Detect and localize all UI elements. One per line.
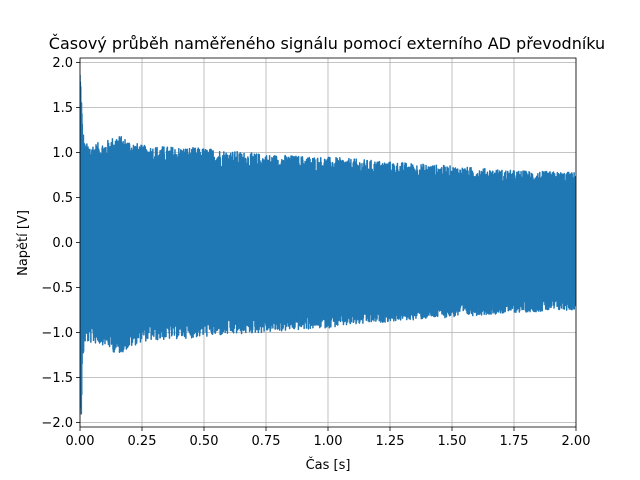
y-axis-label: Napětí [V] xyxy=(16,210,31,276)
x-tick-label: 1.75 xyxy=(500,434,529,449)
x-tick-label: 0.50 xyxy=(190,434,219,449)
x-tick-label: 1.00 xyxy=(314,434,343,449)
x-tick-label: 0.00 xyxy=(66,434,95,449)
plot-frame xyxy=(79,57,577,428)
x-tick-label: 0.25 xyxy=(128,434,157,449)
x-tick-label: 0.75 xyxy=(252,434,281,449)
plot-area xyxy=(80,74,576,415)
y-tick-label: −0.5 xyxy=(41,281,73,296)
x-tick-label: 2.00 xyxy=(562,434,591,449)
x-axis-label: Čas [s] xyxy=(306,457,351,473)
y-tick-label: 2.0 xyxy=(52,56,73,71)
axes: 0.00 0.25 0.50 0.75 1.00 1.25 1.50 1.75 2.00 −2.0… xyxy=(41,56,590,449)
y-tick-label: 0.5 xyxy=(52,191,73,206)
y-tick-label: 1.0 xyxy=(52,146,73,161)
y-tick-label: 1.5 xyxy=(52,101,73,116)
y-tick-label: −1.5 xyxy=(41,371,73,386)
x-tick-label: 1.25 xyxy=(376,434,405,449)
signal-series-line xyxy=(80,74,576,415)
x-tick-label: 1.50 xyxy=(438,434,467,449)
y-tick-label: 0.0 xyxy=(52,236,73,251)
y-tick-label: −2.0 xyxy=(41,416,73,431)
chart-title: Časový průběh naměřeného signálu pomocí … xyxy=(49,34,605,53)
y-tick-label: −1.0 xyxy=(41,326,73,341)
